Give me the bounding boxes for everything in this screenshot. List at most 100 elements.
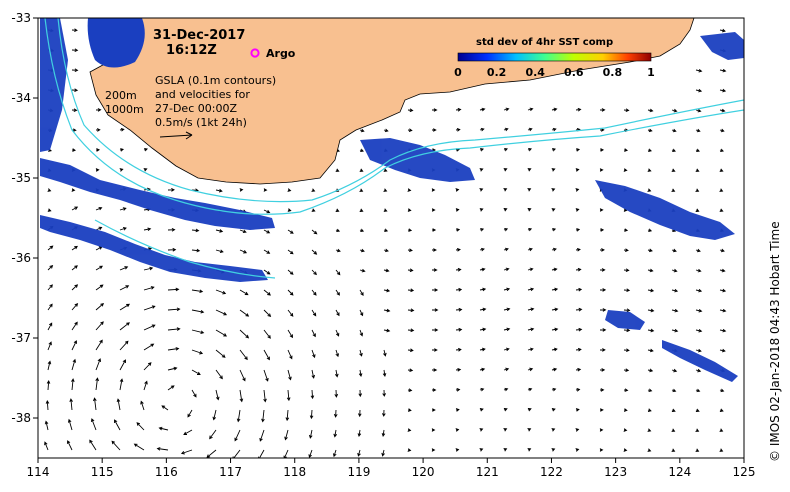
velocity-vector xyxy=(599,448,604,452)
velocity-vector xyxy=(47,341,52,351)
velocity-vector xyxy=(47,208,52,212)
velocity-vector xyxy=(383,308,391,313)
velocity-vector-field xyxy=(44,28,727,458)
velocity-vector xyxy=(143,343,155,351)
velocity-vector xyxy=(407,128,413,133)
argo-legend: Argo xyxy=(250,47,296,60)
velocity-vector xyxy=(383,228,389,233)
velocity-vector xyxy=(407,288,415,293)
velocity-vector xyxy=(551,127,557,132)
velocity-vector xyxy=(335,248,341,253)
velocity-vector xyxy=(263,188,268,192)
x-tick-label: 123 xyxy=(604,465,627,479)
velocity-vector xyxy=(455,228,461,232)
velocity-vector xyxy=(335,228,341,233)
velocity-vector xyxy=(479,107,486,112)
x-tick-label: 115 xyxy=(91,465,114,479)
velocity-vector xyxy=(695,308,703,313)
velocity-vector xyxy=(119,303,131,311)
x-tick-label: 116 xyxy=(155,465,178,479)
velocity-vector xyxy=(308,429,313,439)
velocity-vector xyxy=(234,429,241,442)
velocity-vector xyxy=(623,328,631,333)
velocity-vector xyxy=(599,248,605,252)
velocity-vector xyxy=(119,207,127,211)
velocity-vector xyxy=(719,28,726,33)
velocity-vector xyxy=(287,349,293,360)
velocity-vector xyxy=(671,188,676,192)
velocity-vector xyxy=(647,148,652,153)
velocity-vector xyxy=(311,289,317,296)
velocity-vector xyxy=(359,208,364,212)
velocity-vector xyxy=(647,268,654,273)
velocity-vector xyxy=(599,108,606,112)
velocity-vector xyxy=(695,168,700,172)
velocity-vector xyxy=(383,208,388,212)
velocity-vector xyxy=(432,308,439,312)
velocity-vector xyxy=(647,448,652,452)
velocity-vector xyxy=(309,409,314,420)
velocity-vector xyxy=(119,322,130,331)
velocity-vector xyxy=(287,309,294,317)
velocity-vector xyxy=(407,248,413,253)
velocity-vector xyxy=(71,148,77,152)
velocity-vector xyxy=(599,208,604,212)
velocity-vector xyxy=(333,409,338,418)
velocity-vector xyxy=(95,148,101,152)
velocity-vector xyxy=(623,388,629,392)
velocity-vector xyxy=(599,428,604,432)
velocity-vector xyxy=(503,347,510,352)
velocity-vector xyxy=(167,227,176,232)
velocity-vector xyxy=(311,188,316,192)
colorbar-tick: 0.2 xyxy=(487,66,507,79)
velocity-vector xyxy=(695,108,702,113)
velocity-vector xyxy=(719,328,727,333)
x-tick-label: 122 xyxy=(540,465,563,479)
colorbar-title: std dev of 4hr SST comp xyxy=(476,37,613,48)
velocity-vector xyxy=(215,349,226,358)
sst-inset-blob xyxy=(87,18,145,68)
velocity-vector xyxy=(47,284,53,291)
velocity-vector xyxy=(623,408,628,412)
velocity-vector xyxy=(407,348,414,353)
velocity-vector xyxy=(167,247,177,252)
velocity-vector xyxy=(575,327,583,332)
velocity-vector xyxy=(311,229,318,235)
velocity-vector xyxy=(335,329,340,337)
velocity-vector xyxy=(623,348,630,353)
velocity-vector xyxy=(71,358,77,371)
velocity-vector xyxy=(71,188,76,192)
velocity-vector xyxy=(333,429,338,438)
velocity-vector xyxy=(191,369,201,375)
velocity-vector xyxy=(407,228,413,232)
velocity-vector xyxy=(311,329,316,338)
velocity-vector xyxy=(143,362,152,371)
velocity-vector xyxy=(695,68,703,73)
velocity-vector xyxy=(191,389,197,398)
velocity-vector xyxy=(695,248,701,253)
velocity-vector xyxy=(719,208,724,212)
velocity-vector xyxy=(479,127,485,132)
velocity-vector xyxy=(647,188,652,192)
velocity-vector xyxy=(623,268,630,273)
velocity-vector xyxy=(167,327,181,331)
velocity-vector xyxy=(575,168,580,172)
velocity-vector xyxy=(527,428,532,432)
velocity-vector xyxy=(239,309,250,317)
velocity-vector xyxy=(119,168,124,172)
velocity-vector xyxy=(263,349,270,361)
velocity-vector xyxy=(287,249,294,255)
y-tick-label: -37 xyxy=(11,331,31,345)
velocity-vector xyxy=(71,48,79,53)
velocity-vector xyxy=(236,409,241,423)
velocity-vector xyxy=(119,227,127,231)
velocity-vector xyxy=(71,88,79,93)
x-axis: 114 115 116 117 118 119 120 121 122 123 124 125 xyxy=(27,458,755,479)
velocity-vector xyxy=(143,227,152,232)
velocity-vector xyxy=(575,228,581,232)
velocity-vector xyxy=(503,127,509,132)
velocity-vector xyxy=(191,228,200,233)
x-tick-label: 121 xyxy=(476,465,499,479)
velocity-vector xyxy=(575,347,582,352)
velocity-vector xyxy=(383,168,388,172)
